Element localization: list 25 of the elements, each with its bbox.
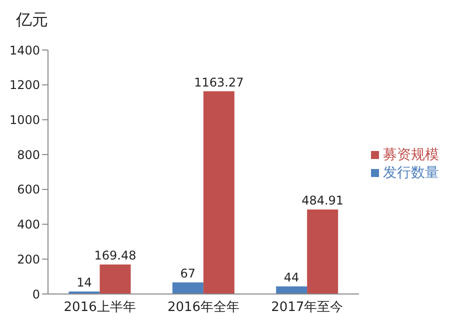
data-label: 14 (76, 276, 92, 290)
y-tick-label: 600 (17, 182, 40, 197)
data-label: 1163.27 (194, 75, 244, 90)
bar (276, 286, 308, 294)
legend-label: 募资规模 (383, 147, 439, 163)
y-tick-label: 800 (17, 148, 40, 162)
legend-label: 发行数量 (383, 165, 439, 181)
data-label: 484.91 (302, 193, 344, 208)
y-tick-label: 400 (17, 218, 40, 232)
y-axis-title: 亿元 (16, 10, 48, 31)
x-tick-label: 2016上半年 (64, 300, 136, 316)
y-tick-label: 0 (32, 287, 40, 302)
bar (203, 91, 234, 294)
bar (172, 282, 204, 294)
y-tick-label: 200 (17, 252, 40, 266)
bar (100, 264, 131, 294)
y-tick-label: 1200 (9, 78, 40, 92)
data-label: 67 (180, 266, 196, 280)
x-tick-label: 2017年至今 (271, 300, 344, 316)
data-label: 44 (284, 270, 300, 284)
data-label: 169.48 (94, 248, 136, 262)
y-tick-label: 1000 (9, 112, 40, 127)
bar (307, 209, 338, 294)
y-tick-label: 1400 (9, 43, 40, 58)
x-tick-label: 2016年全年 (167, 300, 240, 316)
